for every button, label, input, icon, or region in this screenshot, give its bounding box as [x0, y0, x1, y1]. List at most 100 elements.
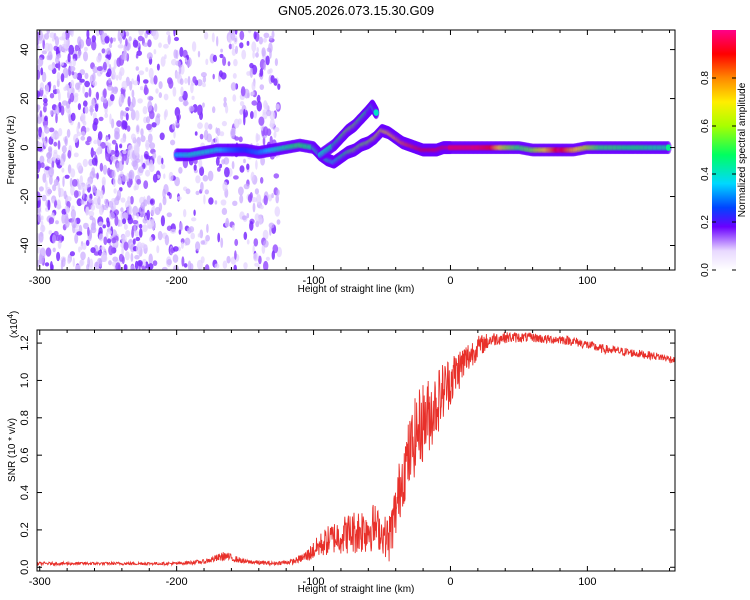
spectrogram-noise-blob: [86, 30, 90, 40]
spectrogram-noise-blob: [237, 118, 242, 125]
spectrogram-noise-blob: [52, 234, 56, 244]
spectrogram-noise-blob: [146, 52, 153, 60]
spectrogram-noise-blob: [108, 245, 114, 256]
spectrogram-noise-blob: [246, 163, 250, 170]
spectrogram-noise-blob: [251, 41, 257, 53]
snr-line: [37, 331, 675, 567]
spectrogram-noise-blob: [274, 206, 281, 217]
spectrogram-noise-blob: [134, 110, 140, 121]
spectrogram-noise-blob: [266, 109, 272, 117]
spectrogram-noise-blob: [158, 202, 163, 212]
spectrogram-noise-blob: [94, 103, 99, 113]
spectrogram-noise-blob: [142, 106, 148, 115]
spectrogram-noise-blob: [48, 217, 55, 225]
spectrogram-noise-blob: [78, 183, 83, 191]
spectrogram-noise-blob: [173, 30, 176, 37]
snr-y-multiplier-base: (x10: [9, 318, 20, 338]
spectrogram-noise-blob: [80, 251, 86, 261]
spectrogram-noise-blob: [108, 100, 112, 107]
spectrogram-noise-blob: [182, 90, 188, 101]
spectrogram-noise-blob: [255, 159, 258, 170]
spectrogram-x-tick-label: -100: [303, 275, 325, 287]
spectrogram-noise-blob: [167, 77, 173, 85]
spectrogram-noise-blob: [247, 92, 250, 99]
spectrogram-noise-blob: [72, 179, 78, 187]
spectrogram-noise-blob: [152, 30, 159, 41]
spectrogram-noise-blob: [239, 30, 245, 41]
spectrogram-noise-blob: [190, 82, 194, 94]
spectrogram-noise-blob: [70, 112, 76, 122]
spectrogram-noise-blob: [49, 261, 53, 270]
spectrogram-noise-blob: [55, 220, 59, 225]
spectrogram-noise-blob: [137, 35, 144, 42]
spectrogram-noise-blob: [130, 109, 136, 121]
spectrogram-noise-blob: [96, 172, 99, 180]
spectrogram-noise-blob: [182, 100, 189, 106]
spectrogram-noise-blob: [233, 58, 238, 67]
spectrogram-noise-blob: [70, 209, 76, 219]
spectrogram-noise-blob: [231, 43, 235, 50]
spectrogram-noise-blob: [61, 235, 65, 242]
spectrogram-noise-blob: [89, 258, 94, 269]
spectrogram-noise-blob: [128, 205, 133, 215]
spectrogram-noise-blob: [134, 254, 140, 260]
spectrogram-noise-blob: [140, 202, 146, 210]
spectrogram-noise-blob: [243, 114, 246, 126]
spectrogram-noise-blob: [76, 231, 83, 236]
spectrogram-noise-blob: [234, 30, 238, 35]
spectrogram-noise-blob: [70, 30, 74, 37]
spectrogram-noise-blob: [269, 226, 272, 236]
spectrogram-noise-blob: [166, 259, 172, 266]
colorbar-tick-label: 0.6: [700, 119, 711, 133]
spectrogram-noise-blob: [256, 47, 260, 53]
spectrogram-noise-blob: [276, 219, 281, 225]
spectrogram-noise-blob: [179, 46, 184, 58]
spectrogram-noise-blob: [205, 234, 211, 242]
snr-y-tick-label: 0.4: [19, 485, 31, 500]
spectrogram-noise-blob: [230, 82, 237, 91]
spectrogram-noise-blob: [86, 136, 92, 143]
spectrogram-noise-blob: [106, 142, 112, 147]
spectrogram-noise-blob: [130, 252, 134, 262]
spectrogram-noise-blob: [85, 37, 92, 47]
spectrogram-noise-blob: [129, 80, 133, 91]
spectrogram-noise-blob: [147, 133, 153, 144]
spectrogram-noise-blob: [191, 41, 197, 52]
spectrogram-noise-blob: [113, 188, 117, 194]
spectrogram-noise-blob: [88, 198, 93, 204]
colorbar-tick-label: 0.8: [700, 71, 711, 85]
spectrogram-noise-blob: [160, 163, 166, 170]
spectrogram-noise-blob: [98, 221, 104, 227]
spectrogram-noise-blob: [163, 184, 169, 195]
spectrogram-noise-blob: [87, 226, 90, 237]
spectrogram-noise-blob: [42, 114, 45, 123]
spectrogram-noise-blob: [68, 44, 75, 55]
spectrogram-noise-blob: [208, 123, 213, 130]
spectrogram-noise-blob: [276, 189, 280, 196]
spectrogram-noise-blob: [56, 154, 61, 160]
spectrogram-noise-blob: [49, 54, 53, 60]
spectrogram-noise-blob: [184, 237, 191, 246]
spectrogram-noise-blob: [38, 231, 44, 243]
spectrogram-noise-blob: [111, 261, 116, 267]
spectrogram-noise-blob: [271, 193, 274, 199]
spectrogram-noise-blob: [163, 43, 169, 49]
spectrogram-noise-blob: [77, 103, 81, 111]
spectrogram-noise-blob: [206, 223, 209, 233]
spectrogram-noise-blob: [70, 168, 76, 178]
spectrogram-noise-blob: [141, 244, 148, 249]
spectrogram-noise-blob: [83, 100, 88, 107]
spectrogram-noise-blob: [230, 128, 236, 139]
spectrogram-noise-blob: [39, 155, 45, 165]
spectrogram-noise-blob: [207, 170, 214, 182]
spectrogram-noise-blob: [97, 249, 103, 256]
spectrogram-noise-blob: [45, 186, 52, 197]
spectrogram-noise-blob: [53, 84, 56, 91]
spectrogram-noise-blob: [83, 222, 89, 230]
spectrogram-noise-blob: [106, 145, 112, 154]
spectrogram-noise-blob: [95, 91, 99, 100]
colorbar-tick-label: 0.2: [700, 215, 711, 229]
spectrogram-noise-blob: [91, 35, 97, 43]
spectrogram-noise-blob: [40, 224, 46, 233]
